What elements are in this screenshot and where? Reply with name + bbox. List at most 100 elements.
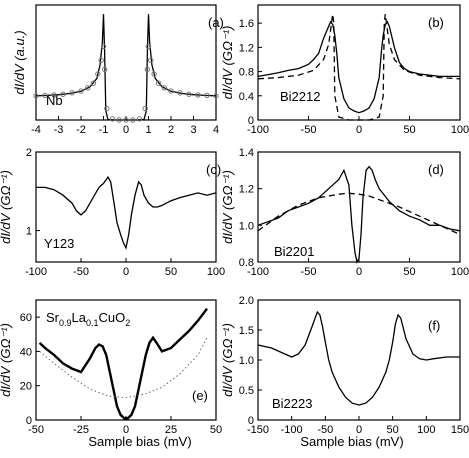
sample-label: Nb: [46, 93, 63, 108]
x-tick-label: 1: [145, 124, 151, 136]
xlabel-left: Sample bias (mV): [88, 434, 191, 449]
panel-label: (a): [208, 15, 224, 30]
y-tick-label: 1.6: [239, 18, 254, 30]
x-tick-label: -3: [54, 124, 64, 136]
data-point-marker: [136, 116, 143, 122]
panel-label: (b): [428, 15, 444, 30]
y-tick-label: 1: [26, 226, 32, 238]
sample-label: Sr0.9La0.1CuO2: [46, 310, 130, 328]
y-tick-label: 1.5: [239, 325, 254, 337]
x-tick-label: -50: [28, 424, 44, 436]
data-point-marker: [109, 116, 116, 122]
series-line-solid: [257, 165, 461, 264]
x-tick-label: -1: [99, 124, 109, 136]
x-tick-label: 150: [451, 424, 469, 436]
xlabel-right: Sample bias (mV): [300, 434, 403, 449]
x-tick-label: -100: [281, 424, 303, 436]
x-tick-label: -2: [76, 124, 86, 136]
series-line-solid: [35, 14, 217, 121]
sample-label-part: Sr: [46, 310, 60, 325]
sample-label: Y123: [44, 236, 74, 251]
y-tick-label: 0: [248, 415, 254, 427]
panel-b: -100 -50 0 50 100 0 0.4 0.8 1.2 1.6 dI/dV (GΩ⁻¹) (b…: [220, 4, 469, 136]
data-point-marker: [130, 117, 136, 123]
series-line-solid: [38, 307, 208, 420]
data-point-marker: [186, 91, 192, 97]
data-point-marker: [144, 66, 151, 73]
series-line-solid: [257, 20, 460, 114]
x-tick-label: 50: [210, 424, 222, 436]
x-tick-label: 50: [387, 424, 399, 436]
sample-label-part: 0.9: [59, 318, 72, 328]
y-tick-label: 2.0: [239, 295, 254, 307]
y-axis-label: dI/dV (GΩ⁻¹): [220, 323, 235, 397]
x-tick-label: 0: [123, 266, 129, 278]
x-tick-label: 100: [207, 266, 225, 278]
series-line-solid: [257, 310, 460, 406]
x-tick-label: -50: [73, 266, 89, 278]
data-point-marker: [195, 92, 201, 98]
y-tick-label: 1.4: [239, 147, 254, 159]
x-tick-label: 2: [168, 124, 174, 136]
y-tick-label: 1.0: [239, 220, 254, 232]
series-line-dashed: [257, 14, 461, 121]
panel-label: (c): [206, 162, 221, 177]
data-point-marker: [90, 80, 97, 86]
y-tick-label: 40: [20, 346, 32, 358]
x-tick-label: 4: [213, 124, 219, 136]
x-tick-label: -4: [31, 124, 41, 136]
y-tick-label: 0: [248, 115, 254, 127]
y-tick-label: 0: [26, 415, 32, 427]
data-point-marker: [42, 92, 48, 99]
x-tick-label: 100: [417, 424, 435, 436]
data-point-marker: [101, 66, 108, 73]
series-line-solid: [36, 175, 217, 250]
y-tick-label: 1.2: [239, 184, 254, 196]
x-tick-label: 100: [451, 266, 469, 278]
x-tick-label: 0: [356, 266, 362, 278]
x-tick-label: -150: [247, 424, 269, 436]
y-tick-label: 20: [20, 381, 32, 393]
x-tick-label: 0: [123, 424, 129, 436]
data-point-marker: [104, 105, 110, 112]
data-point-marker: [155, 80, 162, 86]
data-point-marker: [78, 88, 84, 94]
series-line-dashed: [257, 192, 461, 236]
data-point-marker: [33, 93, 39, 99]
panel-label: (d): [428, 162, 444, 177]
data-point-marker: [177, 90, 183, 96]
x-tick-label: 0: [356, 124, 362, 136]
sample-label-part: La: [72, 310, 87, 325]
y-tick-label: 0.8: [239, 67, 254, 79]
sample-label-part: 0.1: [86, 318, 99, 328]
y-tick-label: 0.8: [239, 257, 254, 269]
data-point-marker: [213, 93, 219, 99]
x-tick-label: 0: [356, 424, 362, 436]
data-point-marker: [168, 88, 174, 94]
x-tick-label: 0: [123, 124, 129, 136]
x-tick-label: 50: [165, 266, 177, 278]
y-tick-label: 0.5: [239, 385, 254, 397]
data-point-marker: [204, 92, 210, 99]
data-point-marker: [85, 85, 91, 91]
sample-label-part: 2: [125, 318, 130, 328]
y-tick-label: 0.4: [239, 91, 254, 103]
sample-label-part: CuO: [99, 310, 126, 325]
panel-a: -4 -3 -2 -1 0 1 2 3 4 dI/dV (a.u.) (a) Nb: [12, 4, 224, 136]
data-point-marker: [151, 71, 157, 77]
y-axis-label: dI/dV (GΩ⁻¹): [0, 323, 13, 397]
x-tick-label: -50: [301, 124, 317, 136]
panel-f: -150 -100 -50 0 50 100 150 0 0.5 1.0 1.5 2.0 dI/dV (…: [220, 295, 469, 436]
x-tick-label: 100: [451, 124, 469, 136]
sample-label: Bi2201: [274, 244, 314, 259]
y-axis-label: dI/dV (GΩ⁻¹): [220, 26, 235, 100]
y-axis-label: dI/dV (a.u.): [12, 30, 27, 94]
data-point-marker: [145, 43, 152, 50]
data-point-marker: [51, 92, 57, 98]
x-tick-label: -100: [247, 266, 269, 278]
y-tick-label: 1.0: [239, 355, 254, 367]
x-tick-label: 25: [165, 424, 177, 436]
series-line-dotted: [39, 337, 208, 399]
data-point-marker: [148, 57, 154, 63]
